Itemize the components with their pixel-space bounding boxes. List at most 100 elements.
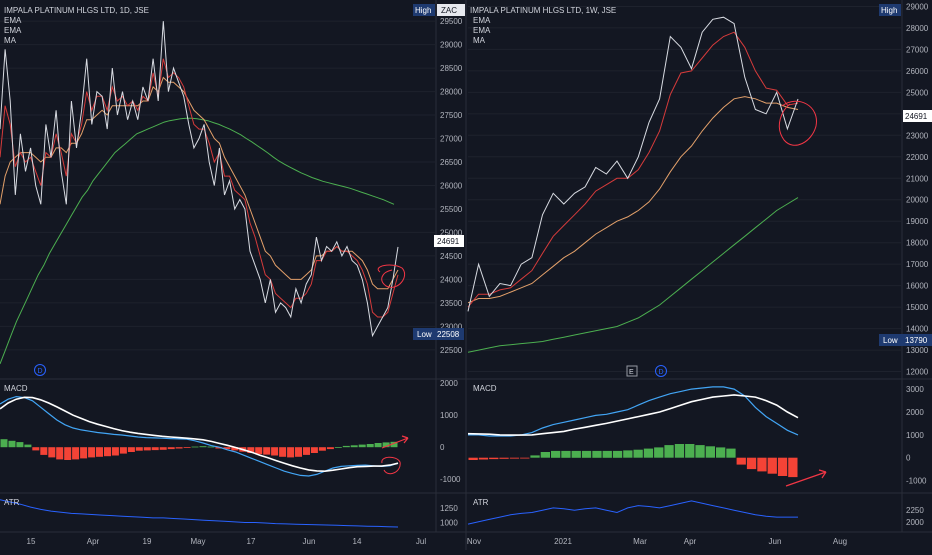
weekly-low-label: Low 13790	[879, 334, 932, 346]
weekly-price-tick-label: 16000	[906, 282, 929, 291]
daily-macd-histogram-bar	[366, 444, 374, 448]
daily-macd-histogram-bar	[0, 439, 8, 448]
annotation-daily-macd-circle	[381, 456, 401, 475]
daily-macd-histogram-bar	[159, 447, 167, 450]
weekly-atr-line	[467, 500, 798, 525]
daily-price-tick-label: 26500	[440, 158, 463, 167]
weekly-time-tick-label: Apr	[684, 537, 697, 546]
daily-macd-histogram-bar	[279, 447, 287, 457]
daily-macd-histogram-bar	[342, 445, 350, 448]
daily-price-tick-label: 28500	[440, 64, 463, 73]
daily-macd-histogram-bar	[287, 447, 295, 458]
weekly-earnings-marker[interactable]: E	[626, 365, 638, 377]
annotation-daily-price-circle	[377, 264, 406, 288]
daily-price-tick-label: 23500	[440, 299, 463, 308]
weekly-macd-histogram-bar	[602, 450, 612, 458]
annotation-weekly-macd-arrow	[785, 469, 827, 487]
weekly-atr-tick-label: 2250	[906, 506, 924, 515]
daily-price-tick-label: 24000	[440, 275, 463, 284]
daily-legend-ema-2: EMA	[4, 26, 22, 35]
weekly-macd-histogram-bar	[757, 457, 767, 472]
svg-text:High: High	[881, 6, 897, 15]
daily-macd-histogram-bar	[183, 447, 191, 448]
svg-text:D: D	[38, 368, 43, 375]
weekly-macd-histogram-bar	[777, 457, 788, 476]
daily-title: IMPALA PLATINUM HLGS LTD, 1D, JSE	[4, 6, 149, 15]
weekly-price-tick-label: 26000	[906, 67, 929, 76]
daily-macd-histogram-bar	[167, 447, 175, 450]
weekly-dividend-marker[interactable]: D	[655, 365, 667, 377]
daily-macd-line	[0, 395, 399, 477]
daily-macd-histogram-bar	[88, 447, 96, 458]
daily-macd-tick-label: -1000	[440, 475, 461, 484]
daily-macd-histogram-bar	[104, 447, 111, 457]
daily-price-tick-label: 26000	[440, 181, 463, 190]
daily-price-tick-label: 29500	[440, 17, 463, 26]
daily-macd-histogram-bar	[382, 442, 390, 448]
daily-macd-histogram-bar	[8, 440, 16, 448]
weekly-macd-histogram-bar	[685, 444, 695, 458]
weekly-price-tick-label: 23000	[906, 131, 929, 140]
daily-atr-tick-label: 1250	[440, 504, 458, 513]
daily-macd-histogram-bar	[175, 447, 183, 449]
svg-text:24691: 24691	[905, 112, 928, 121]
daily-dividend-marker[interactable]: D	[34, 364, 46, 376]
weekly-price-tick-label: 15000	[906, 303, 929, 312]
daily-macd-histogram-bar	[80, 447, 88, 459]
daily-macd-histogram-bar	[231, 447, 239, 451]
weekly-price-tick-label: 27000	[906, 45, 929, 54]
svg-text:13790: 13790	[905, 336, 928, 345]
daily-macd-histogram-bar	[191, 446, 199, 448]
weekly-macd-histogram-bar	[499, 457, 509, 459]
weekly-price-tick-label: 14000	[906, 325, 929, 334]
weekly-macd-histogram-bar	[633, 449, 643, 458]
daily-price-tick-label: 22500	[440, 346, 463, 355]
weekly-series-ema-slow	[467, 96, 799, 304]
daily-macd-histogram-bar	[111, 447, 119, 456]
weekly-price-tick-label: 19000	[906, 217, 929, 226]
annotation-daily-macd-arrow	[381, 435, 409, 449]
weekly-time-tick-label: Aug	[833, 537, 847, 546]
daily-time-tick-label: Jul	[416, 537, 426, 546]
daily-time-tick-label: Apr	[87, 537, 100, 546]
daily-macd-histogram-bar	[32, 447, 40, 451]
daily-macd-histogram-bar	[56, 447, 64, 460]
weekly-series-ema-fast	[467, 31, 799, 308]
daily-currency-label: ZAC	[437, 4, 465, 16]
daily-macd-tick-label: 2000	[440, 379, 458, 388]
daily-macd-label: MACD	[4, 384, 28, 393]
daily-macd-histogram-bar	[96, 447, 103, 457]
daily-macd-histogram-bar	[215, 447, 223, 449]
daily-signal-line	[0, 396, 399, 473]
weekly-signal-line	[467, 394, 799, 436]
daily-macd-histogram-bar	[40, 447, 48, 455]
daily-macd-histogram-bar	[151, 447, 159, 451]
daily-macd-histogram-bar	[358, 444, 366, 448]
svg-text:High: High	[415, 6, 431, 15]
daily-macd-histogram-bar	[303, 447, 310, 455]
daily-price-tick-label: 27500	[440, 111, 463, 120]
daily-price-tick-label: 28000	[440, 88, 463, 97]
daily-price-tick-label: 24500	[440, 252, 463, 261]
daily-panel[interactable]: 22500 23000 23500 24000 24500 25000 25500 26000…	[0, 17, 463, 546]
weekly-macd-histogram-bar	[592, 450, 602, 458]
weekly-time-tick-label: Jun	[769, 537, 782, 546]
daily-time-tick-label: 19	[143, 537, 152, 546]
daily-macd-histogram-bar	[318, 447, 326, 451]
weekly-macd-histogram-bar	[705, 446, 715, 458]
weekly-macd-tick-label: -1000	[906, 477, 927, 486]
weekly-macd-histogram-bar	[664, 445, 674, 458]
svg-text:Low: Low	[417, 330, 432, 339]
weekly-legend-ema-1: EMA	[473, 16, 491, 25]
weekly-macd-histogram-bar	[551, 450, 561, 458]
weekly-series-ma	[467, 197, 799, 353]
weekly-price-tick-label: 17000	[906, 260, 929, 269]
weekly-macd-tick-label: 3000	[906, 385, 924, 394]
weekly-macd-histogram-bar	[716, 447, 726, 458]
weekly-title: IMPALA PLATINUM HLGS LTD, 1W, JSE	[470, 6, 616, 15]
svg-text:Low: Low	[883, 336, 898, 345]
weekly-atr-tick-label: 2000	[906, 518, 924, 527]
weekly-price-tick-label: 28000	[906, 24, 929, 33]
